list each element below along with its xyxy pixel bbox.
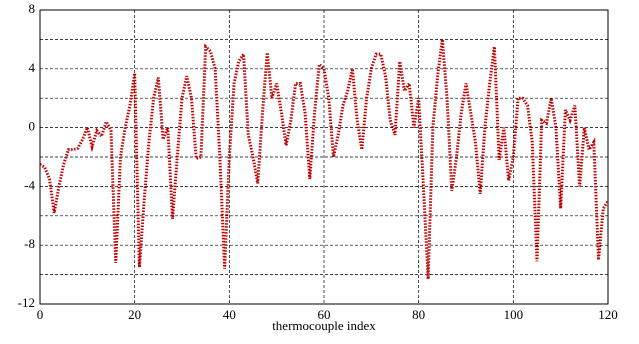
y-tick-label: 4 bbox=[29, 60, 36, 75]
x-axis-label: thermocouple index bbox=[272, 318, 376, 333]
x-tick-label: 120 bbox=[598, 307, 618, 322]
data-line bbox=[39, 39, 610, 280]
plot-frame bbox=[39, 9, 609, 305]
y-tick-label: 8 bbox=[29, 1, 36, 16]
y-tick-label: 0 bbox=[29, 119, 36, 134]
y-tick-label: -8 bbox=[24, 236, 35, 251]
x-tick-label: 100 bbox=[504, 307, 524, 322]
x-tick-label: 20 bbox=[128, 307, 141, 322]
x-tick-label: 0 bbox=[37, 307, 44, 322]
x-tick-label: 80 bbox=[412, 307, 425, 322]
x-tick-label: 60 bbox=[318, 307, 331, 322]
x-tick-label: 40 bbox=[223, 307, 236, 322]
y-tick-label: -4 bbox=[24, 177, 35, 192]
y-tick-label: -12 bbox=[18, 295, 35, 310]
